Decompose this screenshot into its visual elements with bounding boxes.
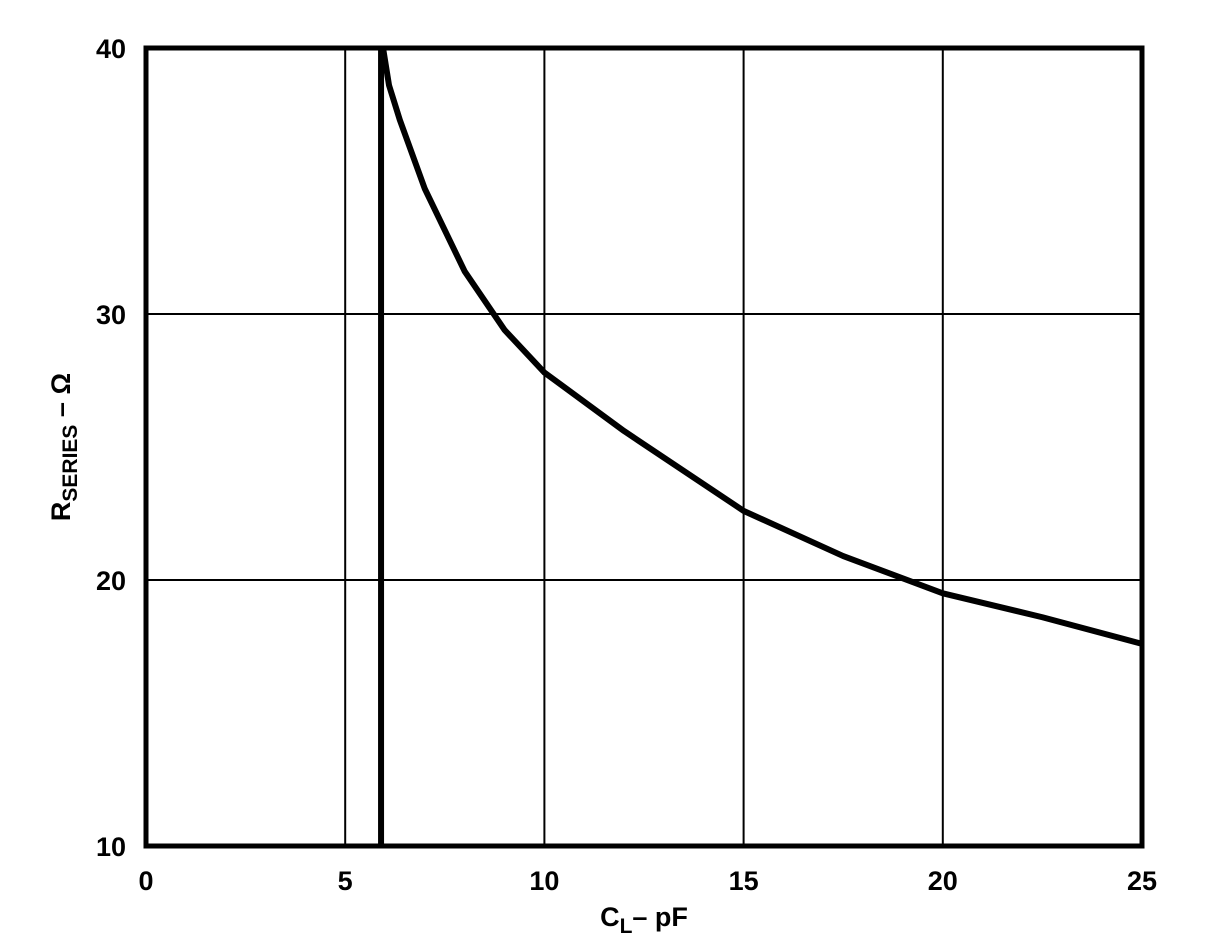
x-tick-label: 20 (928, 866, 958, 896)
x-tick-label: 0 (138, 866, 153, 896)
x-tick-label: 10 (529, 866, 559, 896)
y-tick-label: 10 (96, 832, 126, 862)
x-axis-label: CL– pF (600, 902, 688, 938)
y-axis-label: RSERIES – Ω (46, 373, 82, 521)
data-line (380, 47, 1143, 647)
x-tick-label: 25 (1127, 866, 1157, 896)
y-tick-label: 20 (96, 566, 126, 596)
x-tick-label: 15 (729, 866, 759, 896)
y-tick-label: 40 (96, 34, 126, 64)
plot-border (143, 45, 1145, 849)
x-tick-label: 5 (338, 866, 353, 896)
y-tick-label: 30 (96, 300, 126, 330)
